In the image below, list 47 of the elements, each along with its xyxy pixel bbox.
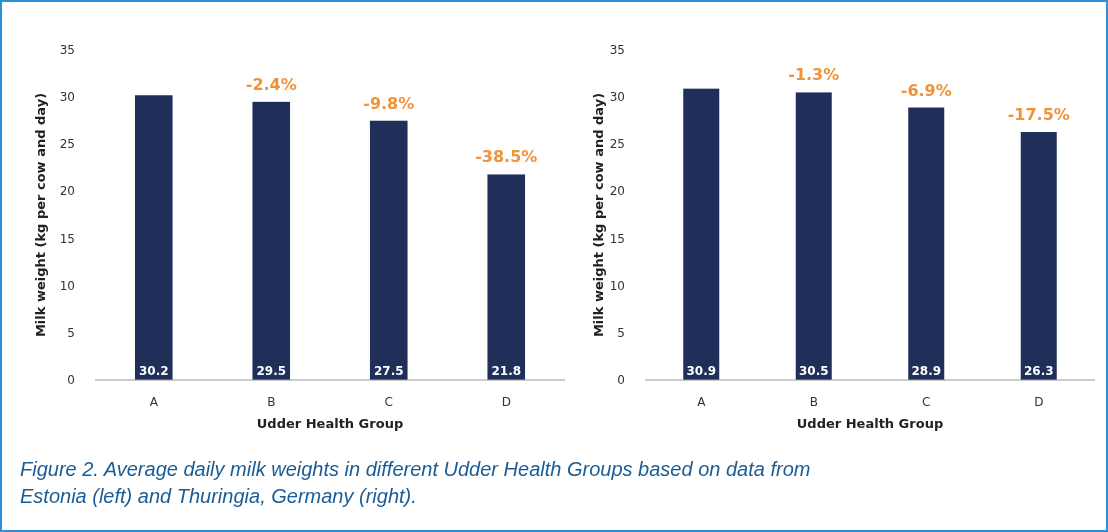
data-label: 30.9: [686, 364, 717, 378]
x-tick-label: A: [697, 395, 707, 409]
y-tick-label: 25: [609, 137, 625, 152]
annotation: -2.4%: [245, 74, 297, 94]
annotation: -1.3%: [788, 65, 840, 85]
y-tick-label: 20: [59, 184, 75, 199]
caption: Figure 2. Average daily milk weights in different Udder Health Groups based on data from Estonia (left) and Thuringia, Germany (right).: [20, 458, 811, 507]
bar: [134, 95, 173, 380]
y-tick-label: 25: [59, 137, 75, 152]
data-label: 30.5: [798, 364, 829, 378]
data-label: 30.2: [138, 364, 169, 378]
y-tick-label: 5: [67, 325, 75, 340]
y-tick-label: 20: [609, 184, 625, 199]
data-label: 21.8: [491, 364, 522, 378]
data-label: 26.3: [1023, 364, 1054, 378]
y-axis-title: Milk weight (kg per cow and day): [591, 92, 606, 338]
y-tick-label: 30: [609, 90, 625, 105]
x-tick-label: A: [149, 395, 159, 409]
y-tick-label: 30: [59, 90, 75, 105]
y-tick-label: 15: [609, 231, 625, 246]
y-axis-title: Milk weight (kg per cow and day): [33, 92, 48, 338]
y-tick-label: 10: [609, 278, 625, 293]
bar: [369, 120, 408, 380]
x-tick-label: B: [809, 395, 818, 409]
x-tick-label: C: [384, 395, 393, 409]
x-tick-label: C: [922, 395, 931, 409]
annotation: -17.5%: [1007, 105, 1070, 125]
y-tick-label: 0: [67, 373, 75, 387]
x-axis-title: Udder Health Group: [256, 416, 404, 431]
y-tick-label: 35: [609, 43, 625, 57]
data-label: 29.5: [256, 364, 287, 378]
annotation: -9.8%: [363, 93, 415, 113]
y-tick-label: 35: [59, 43, 75, 57]
x-axis-title: Udder Health Group: [796, 416, 944, 431]
y-tick-label: 15: [59, 231, 75, 246]
annotation: -38.5%: [475, 147, 538, 167]
x-tick-label: B: [267, 395, 276, 409]
annotation: -6.9%: [900, 80, 952, 100]
y-tick-label: 10: [59, 278, 75, 293]
x-tick-label: D: [1034, 395, 1044, 409]
y-tick-label: 5: [617, 325, 625, 340]
x-tick-label: D: [501, 395, 511, 409]
bar: [252, 101, 291, 380]
data-label: 28.9: [911, 364, 942, 378]
data-label: 27.5: [373, 364, 404, 378]
bar: [487, 174, 526, 380]
y-tick-label: 0: [617, 373, 625, 387]
